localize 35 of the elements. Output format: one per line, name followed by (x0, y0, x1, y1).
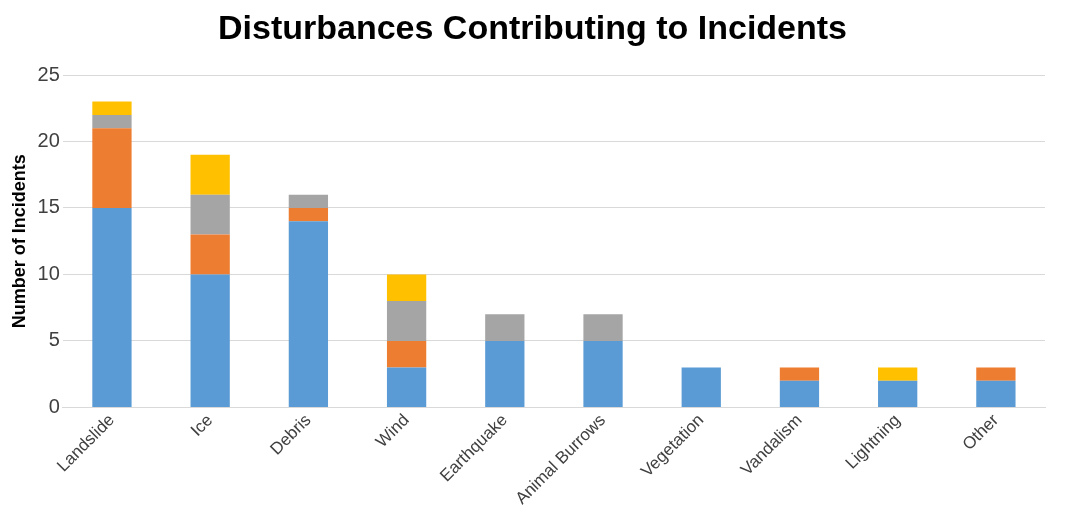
y-tick-label: 25 (37, 62, 60, 85)
bar (779, 380, 820, 407)
bar (386, 301, 427, 341)
bar (878, 367, 918, 381)
bar (583, 340, 623, 407)
bar (681, 367, 721, 407)
bar (190, 234, 230, 275)
y-tick-label: 0 (48, 394, 60, 417)
x-tick-label: Ice (186, 410, 217, 440)
y-tick-label: 15 (37, 195, 60, 218)
bar (386, 340, 427, 368)
y-axis-title: Number of Incidents (8, 154, 29, 329)
bar (386, 367, 427, 407)
y-tick-label: 20 (37, 129, 60, 151)
bar (92, 128, 132, 208)
bar (288, 207, 329, 222)
bar (288, 221, 329, 407)
bar (485, 314, 525, 341)
bar (190, 274, 230, 407)
chart-title: Disturbances Contributing to Incidents (217, 8, 848, 47)
bar (878, 380, 918, 407)
bar (976, 367, 1016, 381)
bar (190, 194, 230, 235)
bar (92, 101, 132, 115)
y-tick-label: 10 (37, 261, 60, 284)
bar (485, 340, 525, 407)
bar (386, 274, 427, 302)
bar (583, 314, 623, 341)
y-tick-label: 5 (48, 328, 60, 351)
bar (190, 154, 230, 195)
bar (92, 114, 132, 129)
bar (92, 207, 132, 407)
bar (288, 194, 329, 208)
bar (779, 367, 820, 381)
bar (976, 380, 1016, 407)
